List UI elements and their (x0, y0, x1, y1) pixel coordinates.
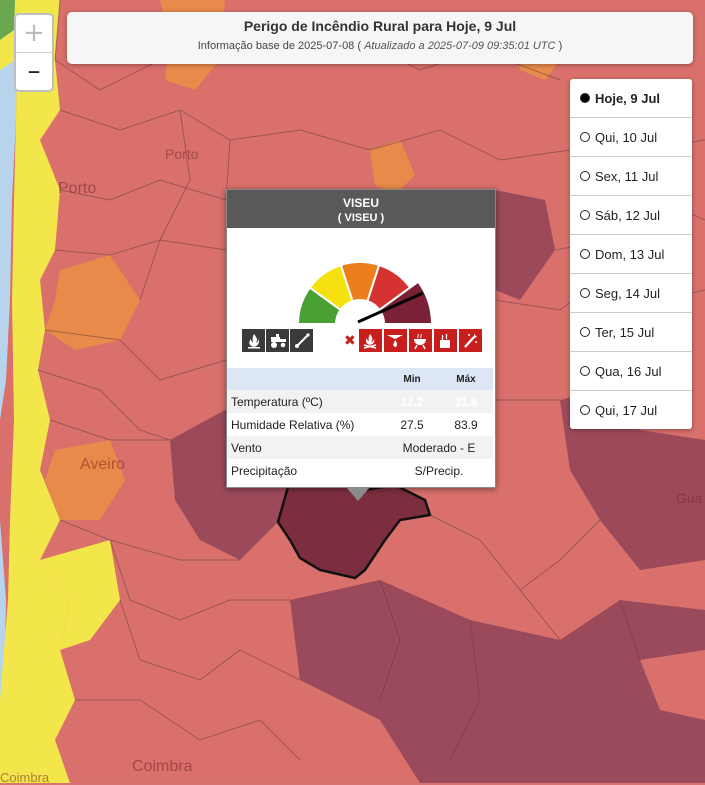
gauge-segments (296, 261, 434, 325)
col-max-header: Máx (439, 368, 493, 390)
gauge-center (337, 301, 383, 324)
zoom-control: + – (14, 13, 54, 92)
day-option[interactable]: Dom, 13 Jul (570, 235, 692, 274)
radio-icon[interactable] (580, 210, 590, 220)
popup-district-name: ( VISEU ) (337, 212, 385, 224)
day-option[interactable]: Sex, 11 Jul (570, 157, 692, 196)
subtitle-updated: Atualizado a 2025-07-09 09:35:01 UTC (364, 40, 556, 52)
precipitation-value: S/Precip. (414, 463, 464, 478)
popup-tip (346, 487, 370, 501)
day-option[interactable]: Ter, 15 Jul (570, 313, 692, 352)
table-row-precipitation: Precipitação S/Precip. (227, 459, 493, 482)
smoking-icon (290, 329, 313, 352)
ocean (0, 0, 18, 420)
table-header-row: Min Máx (227, 368, 493, 390)
radio-icon[interactable] (580, 366, 590, 376)
region-orange-2[interactable] (45, 255, 140, 350)
region-orange-4[interactable] (370, 140, 415, 195)
party-fire-icon (383, 329, 407, 352)
region-darkred-south[interactable] (290, 580, 705, 783)
temperature-label: Temperatura (ºC) (227, 390, 385, 413)
gauge-segment (378, 280, 434, 325)
table-row-humidity: Humidade Relativa (%) 27.5 83.9 (227, 413, 493, 436)
region-orange-3[interactable] (45, 440, 125, 520)
region-red-pocket[interactable] (640, 650, 705, 720)
smoke-apiary-icon (433, 329, 457, 352)
table-row-wind: Vento Moderado - E (227, 436, 493, 459)
region-yellow-south[interactable] (40, 540, 120, 650)
campfire-icon (358, 329, 382, 352)
day-label: Sáb, 12 Jul (595, 207, 661, 223)
radio-icon[interactable] (580, 288, 590, 298)
radio-icon[interactable] (580, 132, 590, 142)
radio-icon[interactable] (580, 327, 590, 337)
wind-label: Vento (227, 436, 385, 459)
day-label: Sex, 11 Jul (595, 168, 659, 184)
day-option[interactable]: Seg, 14 Jul (570, 274, 692, 313)
humidity-label: Humidade Relativa (%) (231, 417, 355, 432)
forbidden-x-icon: ✖ (344, 332, 356, 349)
day-label: Qui, 17 Jul (595, 402, 658, 418)
region-darkred-1[interactable] (495, 190, 555, 300)
danger-gauge (296, 261, 434, 325)
forbidden-activities-icons: ✖ (344, 329, 482, 352)
humidity-max-value: 83.9 (454, 417, 478, 432)
day-option[interactable]: Sáb, 12 Jul (570, 196, 692, 235)
radio-icon[interactable] (580, 405, 590, 415)
allowed-activities-icons (242, 329, 313, 352)
day-label: Qua, 16 Jul (595, 363, 662, 379)
precipitation-label: Precipitação (231, 463, 298, 478)
zoom-in-button[interactable]: + (16, 15, 52, 53)
zoom-out-button[interactable]: – (27, 56, 41, 86)
day-label: Ter, 15 Jul (595, 324, 655, 340)
day-label: Qui, 10 Jul (595, 129, 658, 145)
day-label: Seg, 14 Jul (595, 285, 661, 301)
popup-header: VISEU ( VISEU ) (227, 190, 495, 228)
region-green[interactable] (0, 0, 15, 40)
radio-icon[interactable] (580, 249, 590, 259)
radio-icon[interactable] (580, 93, 590, 103)
map-title: Perigo de Incêndio Rural para Hoje, 9 Ju… (243, 18, 517, 34)
day-option[interactable]: Qui, 10 Jul (570, 118, 692, 157)
region-yellow-coast[interactable] (0, 0, 75, 783)
subtitle-prefix: Informação base de 2025-07-08 ( (197, 40, 362, 52)
table-header-empty (227, 368, 385, 390)
weather-table: Min Máx Temperatura (ºC) 17.2 31.6 Humid… (227, 368, 493, 482)
day-option[interactable]: Qua, 16 Jul (570, 352, 692, 391)
gauge-needle (357, 291, 424, 324)
col-min-header: Min (385, 368, 439, 390)
humidity-min-value: 27.5 (400, 417, 424, 432)
day-option[interactable]: Hoje, 9 Jul (570, 79, 692, 118)
day-option[interactable]: Qui, 17 Jul (570, 391, 692, 429)
popup-municipality-name: VISEU (342, 196, 379, 210)
barbecue-icon (408, 329, 432, 352)
region-darkred-east[interactable] (560, 390, 705, 570)
temp-max-value: 31.6 (439, 390, 493, 413)
day-selector: Hoje, 9 Jul Qui, 10 Jul Sex, 11 Jul Sáb,… (570, 79, 692, 429)
burning-icon (242, 329, 265, 352)
temp-min-value: 17.2 (385, 390, 439, 413)
table-row-temperature: Temperatura (ºC) 17.2 31.6 (227, 390, 493, 413)
subtitle-suffix: ) (558, 40, 563, 52)
municipality-popup: VISEU ( VISEU ) ✖ Min Máx Temperatura (º… (226, 189, 496, 501)
day-label: Hoje, 9 Jul (595, 90, 661, 106)
map-title-box: Perigo de Incêndio Rural para Hoje, 9 Ju… (67, 12, 693, 64)
day-label: Dom, 13 Jul (595, 246, 665, 262)
radio-icon[interactable] (580, 171, 590, 181)
machinery-icon (266, 329, 289, 352)
region-viseu-selected[interactable] (276, 468, 432, 580)
map-subtitle: Informação base de 2025-07-08 ( Atualiza… (67, 40, 693, 52)
fireworks-icon (458, 329, 482, 352)
wind-value: Moderado - E (385, 436, 493, 459)
